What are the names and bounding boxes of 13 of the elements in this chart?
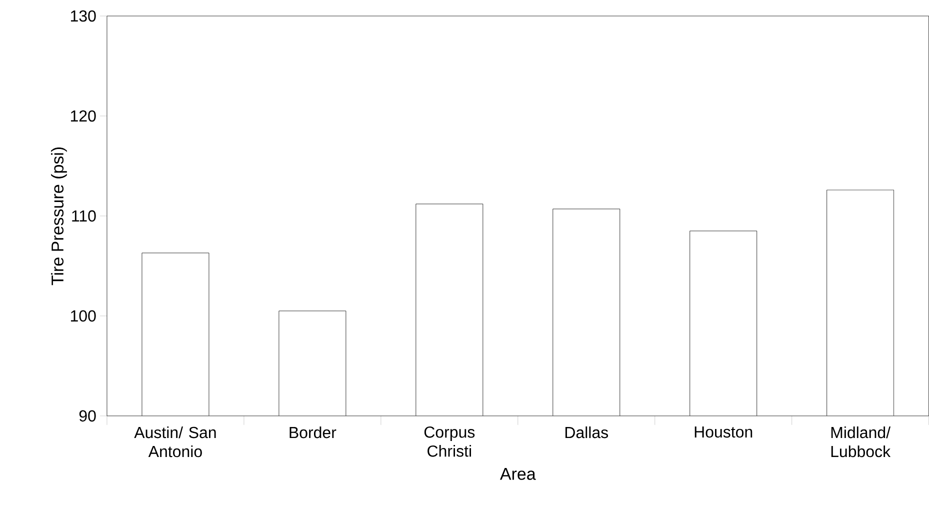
x-tick-label: Dallas <box>565 426 608 438</box>
x-axis-title: Area <box>500 468 536 480</box>
x-tick-label: Midland/ Lubbock <box>831 426 891 458</box>
x-tick-label: Austin/ San Antonio <box>134 426 216 458</box>
y-tick-label: 100 <box>70 310 96 322</box>
x-tick-label: Houston <box>694 426 752 438</box>
y-tick-label: 130 <box>70 10 96 22</box>
x-tick-label: Corpus Christi <box>424 426 475 457</box>
y-tick-label: 90 <box>79 410 96 422</box>
y-tick-label: 110 <box>72 210 96 222</box>
y-axis-title: Tire Pressure (psi) <box>51 148 67 286</box>
x-tick-label: Border <box>290 426 336 438</box>
y-tick-label: 120 <box>70 110 96 122</box>
